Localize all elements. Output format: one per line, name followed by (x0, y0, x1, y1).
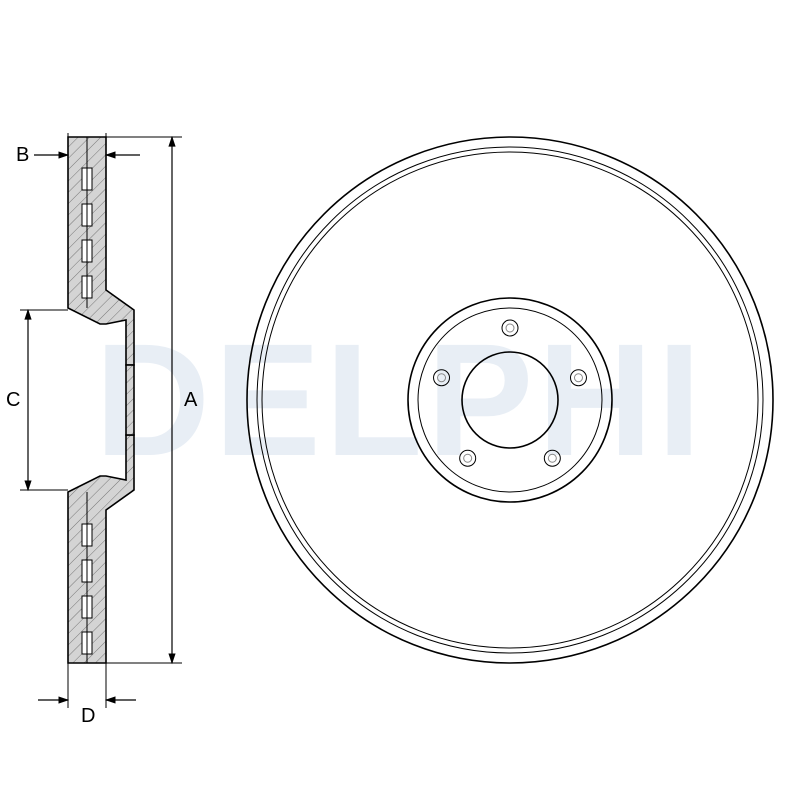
dim-label-d: D (81, 705, 95, 727)
side-section-view (68, 133, 134, 663)
dim-label-c: C (6, 389, 20, 411)
brake-disc-diagram: A B C D (0, 0, 800, 800)
dim-label-a: A (184, 389, 198, 411)
front-view (247, 137, 773, 663)
dim-label-b: B (16, 144, 29, 166)
